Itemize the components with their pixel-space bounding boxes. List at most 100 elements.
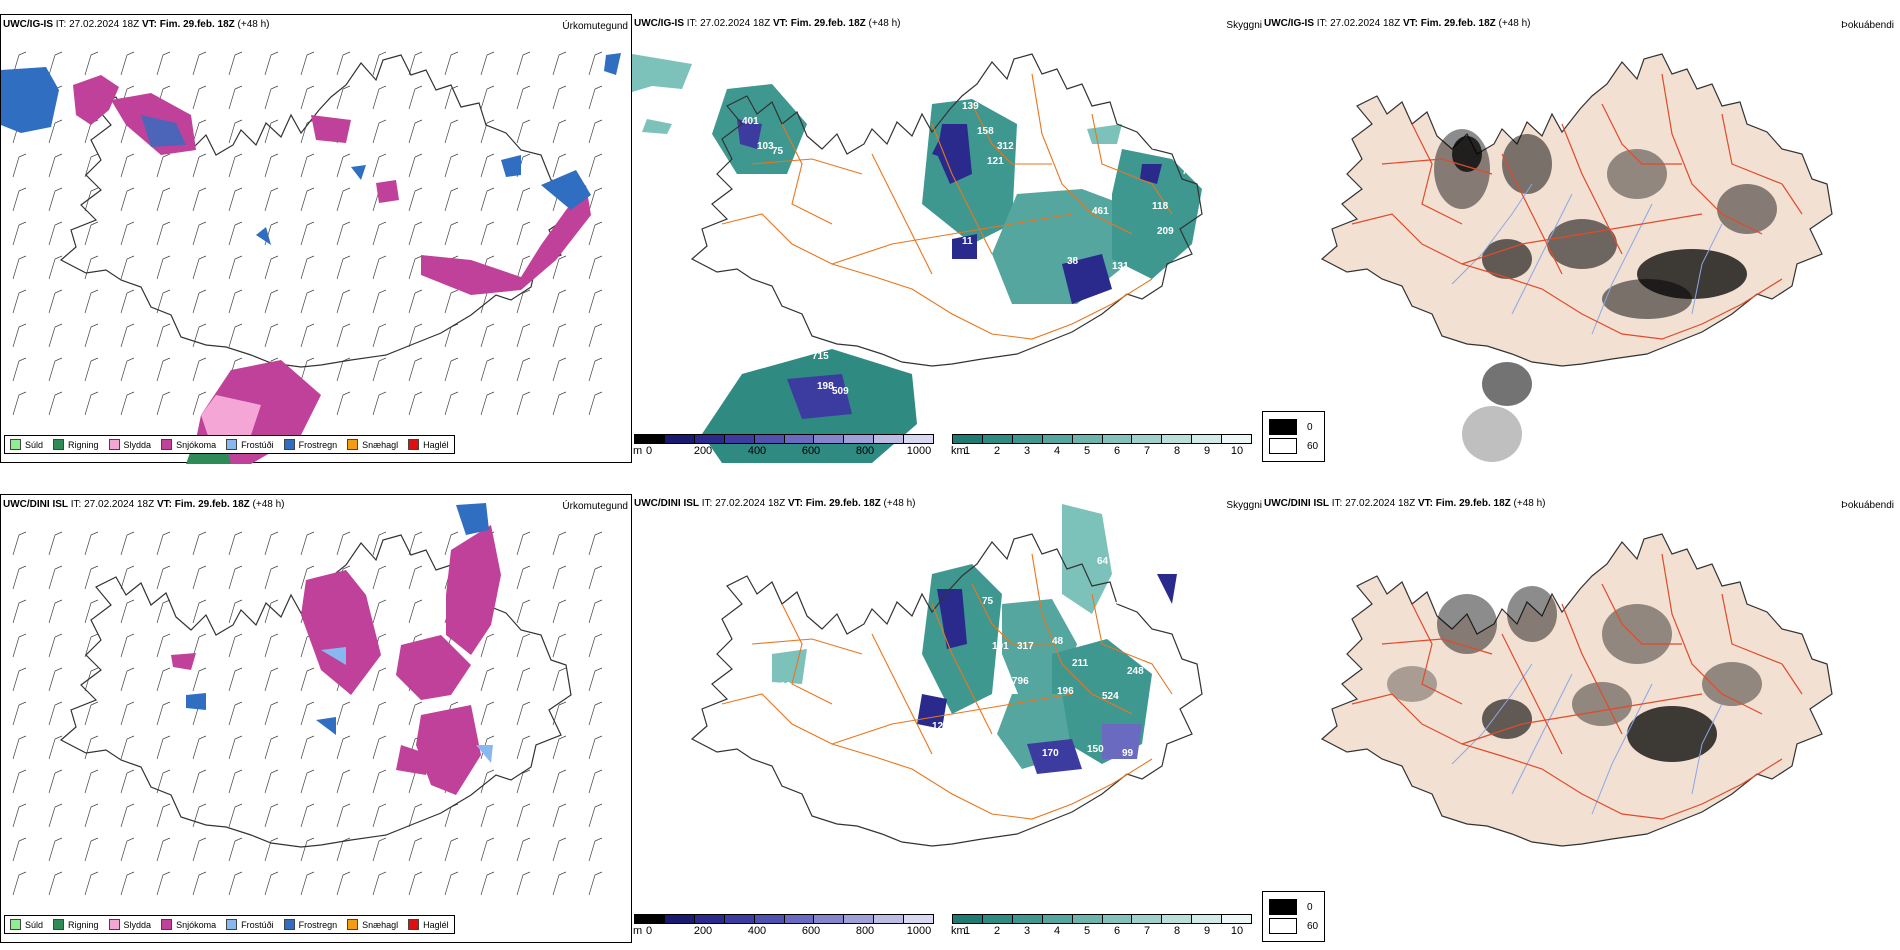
colorbar-segment [844, 915, 875, 923]
wind-barb [372, 323, 387, 348]
wind-barb [300, 803, 315, 828]
colorbar-tick: 200 [693, 445, 713, 457]
wind-barb [228, 701, 243, 726]
wind-barb [516, 565, 531, 590]
colorbar-tick: 400 [747, 445, 767, 457]
wind-barb [300, 837, 315, 862]
wind-barb [156, 357, 171, 382]
wind-barb [12, 599, 27, 624]
colorbar-tick: 1000 [906, 445, 932, 457]
road [1351, 693, 1783, 820]
wind-barb [228, 187, 243, 212]
colorbar-segment [784, 435, 815, 443]
wind-barb [48, 153, 63, 178]
wind-barb [516, 837, 531, 862]
vis-value-label: 509 [832, 386, 849, 397]
wind-barb [552, 153, 567, 178]
wind-barb [264, 289, 279, 314]
wind-barb [228, 323, 243, 348]
wind-barb [156, 633, 171, 658]
legend-item: Rigning [53, 439, 99, 450]
wind-barb [228, 221, 243, 246]
wind-barb [588, 701, 603, 726]
wind-barb [408, 187, 423, 212]
wind-barb [300, 119, 315, 144]
wind-barb [192, 153, 207, 178]
road [931, 123, 993, 255]
wind-barb [372, 871, 387, 896]
visibility-panel-bottom: 64 245 75 206 30 48 191 317 211 248 796 196 524 127 17… [632, 494, 1262, 943]
wind-barb [588, 735, 603, 760]
wind-barb [264, 51, 279, 76]
legend-label: Frostúði [241, 919, 274, 930]
wind-barb [372, 289, 387, 314]
colorbar-segment [1072, 915, 1103, 923]
wind-barb [588, 837, 603, 862]
vis-areas [772, 504, 1177, 774]
wind-barb [372, 837, 387, 862]
wind-barb [516, 187, 531, 212]
wind-barb [516, 701, 531, 726]
legend-swatch [226, 919, 238, 930]
wind-barb [156, 565, 171, 590]
vis-value-label: 198 [817, 381, 834, 392]
wind-barb [516, 667, 531, 692]
wind-barb [444, 803, 459, 828]
wind-barb [372, 255, 387, 280]
wind-barb [336, 769, 351, 794]
wind-barb [48, 871, 63, 896]
wind-barb [552, 531, 567, 556]
wind-barb [264, 837, 279, 862]
colorbar-tick: 800 [855, 445, 875, 457]
panel-title: Skyggni [1226, 500, 1262, 511]
wind-barb [408, 323, 423, 348]
wind-barb [516, 255, 531, 280]
wind-barb [444, 391, 459, 416]
wind-barb [516, 357, 531, 382]
vis-value-label: 10 [780, 681, 792, 692]
wind-barb [552, 633, 567, 658]
vis-value-label: 245 [1120, 581, 1137, 592]
colorbar-tick: 6 [1113, 445, 1121, 457]
colorbar-visibility: km 1 2 3 4 5 6 7 8 9 10 [951, 914, 1252, 938]
wind-barb [516, 769, 531, 794]
wind-barb [372, 119, 387, 144]
wind-barb [228, 119, 243, 144]
wind-barb [372, 391, 387, 416]
wind-barb [336, 531, 351, 556]
wind-barb [120, 531, 135, 556]
wind-barb [408, 803, 423, 828]
wind-barb [552, 255, 567, 280]
wind-barb [120, 769, 135, 794]
wind-barb [480, 803, 495, 828]
wind-barb [588, 153, 603, 178]
colorbar-segment [874, 915, 905, 923]
colorbar-tick: 600 [801, 445, 821, 457]
wind-barb [336, 289, 351, 314]
wind-barb [444, 357, 459, 382]
vis-value-label: 524 [1102, 691, 1119, 702]
wind-barb [228, 871, 243, 896]
vis-value-label: 131 [1112, 261, 1129, 272]
legend-item: Slydda [108, 439, 151, 450]
wind-barb [552, 323, 567, 348]
legend-item: Snæhagl [347, 439, 398, 450]
legend-label: Snjókoma [176, 919, 217, 930]
colorbar-segment [1012, 435, 1043, 443]
colorbar-tick: 0 [645, 445, 653, 457]
wind-barb [336, 391, 351, 416]
wind-barb [408, 221, 423, 246]
wind-barb [156, 667, 171, 692]
fog-legend-label: 0 [1307, 421, 1313, 433]
vis-value-label: 196 [1057, 686, 1074, 697]
wind-barb [48, 667, 63, 692]
fog-legend-label: 60 [1307, 920, 1319, 932]
road [831, 693, 1073, 745]
wind-barb [552, 735, 567, 760]
colorbar-tick: 600 [801, 925, 821, 937]
colorbar-tick: 5 [1083, 445, 1091, 457]
wind-barb [48, 701, 63, 726]
wind-barb [300, 323, 315, 348]
wind-barb [336, 187, 351, 212]
legend-swatch [347, 439, 359, 450]
